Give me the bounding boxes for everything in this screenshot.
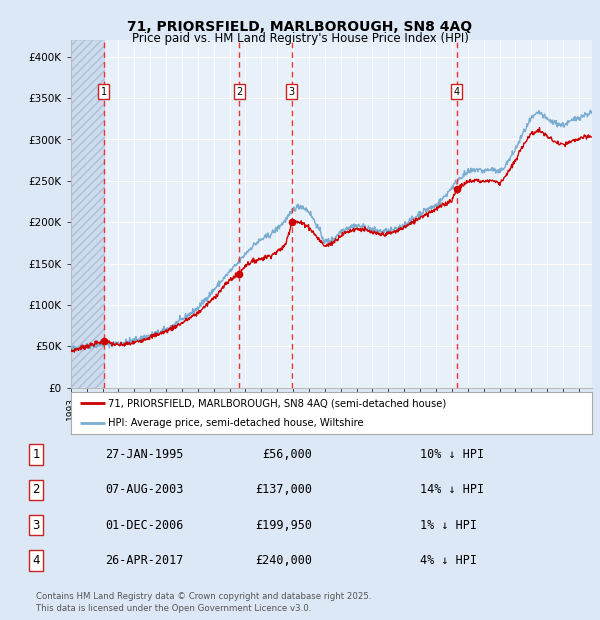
Text: 3: 3 [289, 87, 295, 97]
Text: 4: 4 [454, 87, 460, 97]
Text: 07-AUG-2003: 07-AUG-2003 [105, 484, 184, 496]
Text: Price paid vs. HM Land Registry's House Price Index (HPI): Price paid vs. HM Land Registry's House … [131, 32, 469, 45]
Text: 4% ↓ HPI: 4% ↓ HPI [420, 554, 477, 567]
Text: 4: 4 [32, 554, 40, 567]
Text: £199,950: £199,950 [255, 519, 312, 531]
Text: 71, PRIORSFIELD, MARLBOROUGH, SN8 4AQ (semi-detached house): 71, PRIORSFIELD, MARLBOROUGH, SN8 4AQ (s… [108, 398, 446, 408]
Text: 10% ↓ HPI: 10% ↓ HPI [420, 448, 484, 461]
Bar [71, 40, 104, 388]
Text: 71, PRIORSFIELD, MARLBOROUGH, SN8 4AQ: 71, PRIORSFIELD, MARLBOROUGH, SN8 4AQ [127, 20, 473, 34]
Text: 2: 2 [32, 484, 40, 496]
Text: 1: 1 [32, 448, 40, 461]
Text: £240,000: £240,000 [255, 554, 312, 567]
Text: 01-DEC-2006: 01-DEC-2006 [105, 519, 184, 531]
Text: £56,000: £56,000 [262, 448, 312, 461]
Text: 1% ↓ HPI: 1% ↓ HPI [420, 519, 477, 531]
Text: 3: 3 [32, 519, 40, 531]
Text: 26-APR-2017: 26-APR-2017 [105, 554, 184, 567]
Text: 27-JAN-1995: 27-JAN-1995 [105, 448, 184, 461]
Text: £137,000: £137,000 [255, 484, 312, 496]
Text: 1: 1 [101, 87, 107, 97]
Text: HPI: Average price, semi-detached house, Wiltshire: HPI: Average price, semi-detached house,… [108, 418, 364, 428]
Text: 2: 2 [236, 87, 242, 97]
Text: Contains HM Land Registry data © Crown copyright and database right 2025.
This d: Contains HM Land Registry data © Crown c… [36, 591, 371, 613]
Text: 14% ↓ HPI: 14% ↓ HPI [420, 484, 484, 496]
